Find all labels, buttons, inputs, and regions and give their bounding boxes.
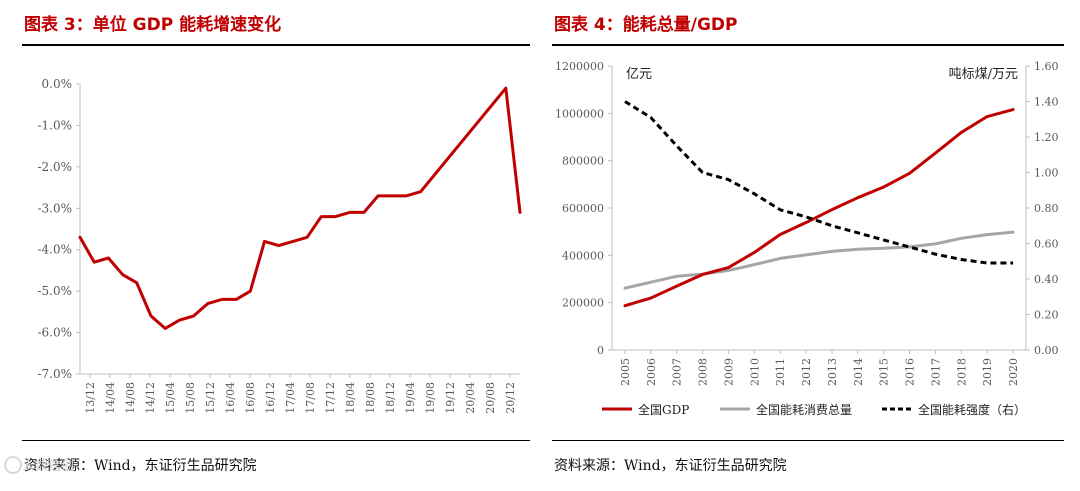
chart4-panel: 图表 4：能耗总量/GDP 0 200000 400000 600000 800000 1… xyxy=(552,0,1064,491)
chart4-right-tick-label: 1.40 xyxy=(1034,96,1059,109)
chart3-title: 图表 3：单位 GDP 能耗增速变化 xyxy=(24,15,282,35)
chart3-y-tick-label: -2.0% xyxy=(37,160,72,174)
chart4-x-tick-label: 2012 xyxy=(800,358,813,386)
chart4-x-tick-label: 2010 xyxy=(748,358,761,386)
chart4-title: 图表 4：能耗总量/GDP xyxy=(554,15,738,35)
chart3-x-tick-label: 16/12 xyxy=(264,382,277,414)
chart3-x-tick-label: 15/12 xyxy=(204,382,217,414)
chart3-x-tick-label: 13/12 xyxy=(84,382,97,414)
chart3-x-tick-label: 19/08 xyxy=(424,382,437,414)
chart3-y-tick-label: -4.0% xyxy=(37,243,72,257)
chart4-series-line-2 xyxy=(624,100,1014,265)
chart3-series-line xyxy=(78,86,522,330)
chart4-x-tick-label: 2013 xyxy=(826,358,839,386)
chart4-x-tick-label: 2015 xyxy=(878,358,891,386)
chart4-left-tick-label: 0 xyxy=(597,344,604,357)
chart3-y-tick-label: -5.0% xyxy=(37,284,72,298)
chart3-x-tick-label: 14/12 xyxy=(144,382,157,414)
chart4-x-tick-label: 2018 xyxy=(955,358,968,386)
chart4-legend-label: 全国GDP xyxy=(638,402,689,417)
chart3-y-tick-label: -6.0% xyxy=(37,326,72,340)
chart4-left-tick-label: 200000 xyxy=(562,297,604,310)
chart4-series-line-1 xyxy=(623,230,1015,290)
chart3-x-tick-label: 15/04 xyxy=(164,382,177,414)
chart3-y-tick-label: -1.0% xyxy=(37,118,72,132)
watermark-logo-icon xyxy=(4,456,22,474)
chart4-right-unit-label: 吨标煤/万元 xyxy=(949,67,1018,82)
chart4-x-tick-label: 2016 xyxy=(904,358,917,386)
chart3-x-tick-label: 16/08 xyxy=(244,382,257,414)
chart3-x-tick-label: 16/04 xyxy=(224,382,237,414)
chart3-x-tick-label: 15/08 xyxy=(184,382,197,414)
chart4-x-tick-label: 2006 xyxy=(645,358,658,386)
chart4-x-tick-label: 2005 xyxy=(619,358,632,386)
chart4-right-tick-label: 0.00 xyxy=(1034,344,1059,357)
chart4-left-tick-label: 400000 xyxy=(562,249,604,262)
chart3-y-tick-label: 0.0% xyxy=(42,77,73,91)
chart4-right-tick-label: 0.40 xyxy=(1034,273,1059,286)
chart4-legend-label: 全国能耗消费总量 xyxy=(756,402,852,417)
chart3-x-tick-label: 18/08 xyxy=(364,382,377,414)
chart4-x-tick-label: 2011 xyxy=(774,358,787,386)
chart4-left-unit-label: 亿元 xyxy=(626,67,652,82)
chart3-bottom-rule xyxy=(22,440,530,441)
chart4-x-tick-label: 2017 xyxy=(929,358,942,386)
chart4-right-tick-label: 0.20 xyxy=(1034,309,1059,322)
watermark-text: 人数信创 xyxy=(22,459,75,474)
chart4-x-tick-label: 2019 xyxy=(981,358,994,386)
chart4-series-line-0 xyxy=(623,108,1015,308)
chart4-right-tick-label: 1.20 xyxy=(1034,131,1059,144)
chart4-source: 资料来源：Wind，东证衍生品研究院 xyxy=(554,458,787,474)
chart3-x-tick-label: 17/04 xyxy=(284,382,297,414)
chart3-y-tick-label: -7.0% xyxy=(37,367,72,381)
chart3-x-tick-label: 20/08 xyxy=(484,382,497,414)
chart4-x-tick-label: 2009 xyxy=(722,358,735,386)
chart4-bottom-rule xyxy=(552,440,1064,441)
chart4-x-tick-label: 2020 xyxy=(1007,358,1020,386)
chart4-right-tick-label: 0.80 xyxy=(1034,202,1059,215)
chart4-right-tick-label: 1.00 xyxy=(1034,167,1059,180)
chart3-x-tick-label: 17/08 xyxy=(304,382,317,414)
chart3-x-tick-label: 19/04 xyxy=(404,382,417,414)
chart4-right-tick-label: 0.60 xyxy=(1034,238,1059,251)
chart4-x-tick-label: 2008 xyxy=(697,358,710,386)
chart4-top-rule xyxy=(552,44,1064,46)
chart3-x-tick-label: 14/04 xyxy=(104,382,117,414)
chart4-legend-label: 全国能耗强度（右） xyxy=(918,402,1026,417)
chart3-x-tick-label: 20/12 xyxy=(504,382,517,414)
chart4-left-tick-label: 1000000 xyxy=(555,107,604,120)
chart3-top-rule xyxy=(22,44,530,46)
chart4-plot: 0 200000 400000 600000 800000 1000000 1200000 0… xyxy=(555,60,1059,417)
chart3-y-tick-label: -3.0% xyxy=(37,201,72,215)
chart4-left-tick-label: 800000 xyxy=(562,155,604,168)
chart3-panel: 图表 3：单位 GDP 能耗增速变化 0.0% -1.0% -2.0% -3.0% -4… xyxy=(22,0,530,491)
chart3-x-tick-label: 17/12 xyxy=(324,382,337,414)
chart3-x-tick-label: 20/04 xyxy=(464,382,477,414)
chart4-left-tick-label: 600000 xyxy=(562,202,604,215)
chart3-x-tick-label: 19/12 xyxy=(444,382,457,414)
chart4-left-tick-label: 1200000 xyxy=(555,60,604,73)
chart4-x-tick-label: 2007 xyxy=(671,358,684,386)
chart3-plot: 0.0% -1.0% -2.0% -3.0% -4.0% -5.0% -6.0% -7.0% 1… xyxy=(37,77,522,414)
chart4-x-tick-label: 2014 xyxy=(852,358,865,386)
chart3-x-tick-label: 18/04 xyxy=(344,382,357,414)
chart3-source: 资料来源：Wind，东证衍生品研究院 xyxy=(24,458,257,474)
chart3-x-tick-label: 18/12 xyxy=(384,382,397,414)
chart3-x-tick-label: 14/08 xyxy=(124,382,137,414)
chart4-right-tick-label: 1.60 xyxy=(1034,60,1059,73)
